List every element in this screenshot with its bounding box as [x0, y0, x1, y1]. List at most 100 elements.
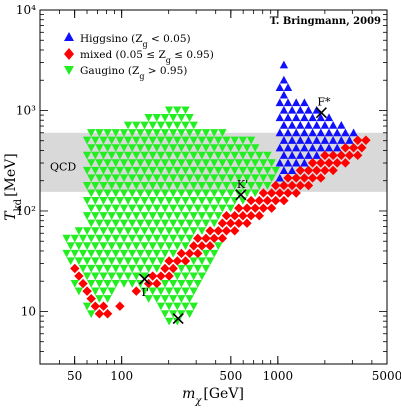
higgsino-marker — [292, 113, 301, 122]
mixed-marker — [258, 203, 269, 213]
mixed-marker — [164, 271, 174, 281]
mixed-marker — [221, 210, 232, 221]
gaugino-marker — [263, 181, 272, 190]
mixed-marker — [353, 135, 363, 145]
gaugino-marker — [103, 159, 112, 168]
gaugino-marker — [95, 219, 104, 228]
higgsino-marker — [283, 113, 293, 122]
gaugino-marker — [214, 212, 223, 220]
gaugino-marker — [140, 197, 149, 205]
gaugino-marker — [140, 272, 149, 281]
mixed-marker — [98, 301, 109, 311]
gaugino-marker — [78, 264, 88, 273]
gaugino-marker — [164, 151, 174, 160]
gaugino-marker — [115, 136, 125, 145]
higgsino-marker — [279, 105, 289, 114]
y-axis-title: Tkd[MeV] — [3, 153, 24, 220]
gaugino-marker — [255, 151, 264, 160]
gaugino-marker — [87, 310, 96, 318]
higgsino-marker — [292, 98, 301, 107]
gaugino-marker — [181, 302, 190, 311]
higgsino-marker — [292, 128, 301, 137]
gaugino-marker — [132, 181, 141, 190]
gaugino-marker — [164, 302, 174, 311]
y-tick-label: 10 — [21, 304, 36, 318]
gaugino-marker — [87, 204, 96, 213]
gaugino-marker — [82, 227, 92, 235]
gaugino-marker — [144, 189, 153, 198]
mixed-marker — [340, 158, 351, 168]
mixed-marker — [74, 271, 84, 281]
mixed-marker — [164, 256, 174, 266]
gaugino-marker — [177, 234, 186, 243]
gaugino-marker — [160, 280, 170, 288]
gaugino-marker — [234, 159, 243, 168]
gaugino-marker — [226, 144, 235, 152]
gaugino-marker — [87, 174, 96, 183]
gaugino-marker — [87, 159, 96, 168]
gaugino-marker — [169, 189, 178, 198]
gaugino-marker — [152, 174, 161, 183]
higgsino-marker — [308, 113, 317, 122]
gaugino-marker — [160, 174, 170, 183]
gaugino-marker — [144, 295, 153, 303]
gaugino-marker — [148, 121, 157, 130]
gaugino-marker — [177, 129, 186, 137]
gaugino-marker — [181, 287, 190, 296]
gaugino-marker — [173, 212, 182, 220]
gaugino-marker — [185, 159, 194, 168]
higgsino-marker — [316, 113, 325, 122]
mixed-marker — [230, 226, 240, 236]
gaugino-marker — [152, 204, 161, 213]
gaugino-marker — [210, 144, 219, 152]
gaugino-marker — [173, 121, 182, 130]
data-markers — [62, 60, 371, 326]
gaugino-marker — [95, 174, 104, 183]
higgsino-marker — [292, 143, 301, 152]
gaugino-marker — [132, 151, 141, 160]
gaugino-marker — [82, 197, 92, 205]
gaugino-marker — [160, 310, 170, 318]
gaugino-marker — [91, 227, 100, 235]
gaugino-marker — [111, 280, 120, 288]
gaugino-marker — [193, 280, 202, 288]
legend: Higgsino (Zg < 0.05) mixed (0.05 ≤ Zg ≤ … — [64, 32, 214, 81]
gaugino-marker — [160, 189, 170, 198]
gaugino-marker — [148, 287, 157, 296]
higgsino-marker — [304, 151, 313, 159]
gaugino-marker — [91, 181, 100, 190]
gaugino-marker — [123, 136, 133, 145]
higgsino-marker — [275, 98, 284, 107]
gaugino-marker — [242, 144, 252, 152]
gaugino-marker — [111, 234, 120, 243]
legend-label-mixed: mixed (0.05 ≤ Zg ≤ 0.95) — [80, 49, 214, 65]
gaugino-marker — [103, 204, 112, 213]
gaugino-marker — [128, 280, 137, 288]
gaugino-marker — [189, 302, 198, 311]
gaugino-marker — [189, 272, 198, 281]
gaugino-marker — [148, 166, 157, 175]
mixed-marker — [94, 309, 105, 319]
mixed-marker — [295, 180, 305, 191]
gaugino-marker — [136, 144, 145, 152]
gaugino-marker — [107, 136, 116, 145]
gaugino-marker — [169, 249, 178, 258]
gaugino-marker — [87, 249, 96, 258]
gaugino-marker — [169, 234, 178, 243]
gaugino-marker — [181, 181, 190, 190]
gaugino-marker — [173, 272, 182, 281]
gaugino-marker — [173, 106, 182, 115]
mixed-marker — [295, 165, 305, 176]
higgsino-marker — [287, 151, 297, 159]
mixed-marker — [266, 203, 277, 213]
higgsino-marker — [296, 136, 305, 144]
gaugino-marker — [152, 219, 161, 228]
higgsino-marker — [333, 128, 342, 137]
gaugino-marker — [214, 136, 223, 145]
gaugino-marker — [197, 227, 207, 235]
gaugino-marker — [218, 129, 227, 137]
higgsino-marker — [324, 143, 334, 152]
gaugino-marker — [111, 144, 120, 152]
gaugino-marker — [246, 151, 256, 160]
gaugino-marker — [115, 227, 125, 235]
